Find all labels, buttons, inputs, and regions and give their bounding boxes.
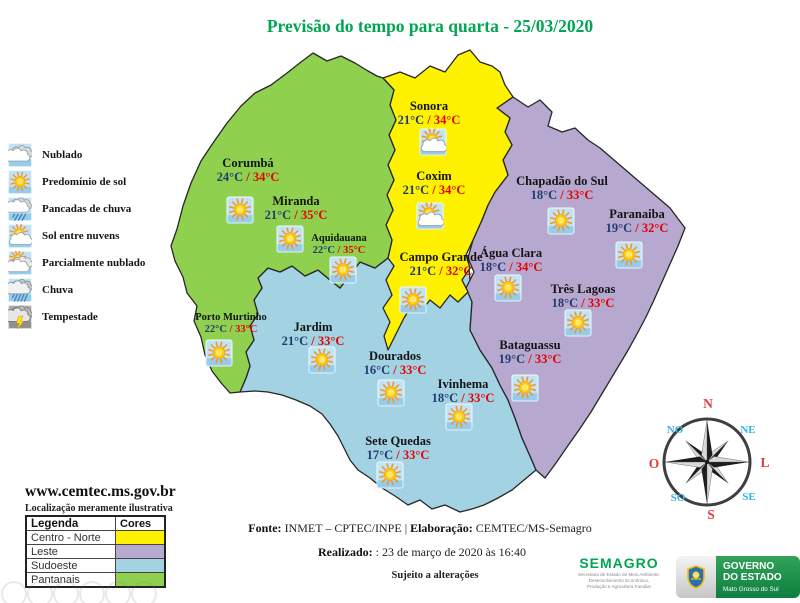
governo-do-estado-logo: GOVERNO DO ESTADO Mato Grosso do Sul xyxy=(676,556,800,598)
compass-label-o: O xyxy=(648,456,660,471)
watermark-circle xyxy=(79,581,105,603)
region-color-swatch xyxy=(115,544,166,559)
location-disclaimer: Localização meramente ilustrativa xyxy=(25,503,173,514)
compass-label-se: SE xyxy=(742,491,756,503)
source-value: INMET – CPTEC/INPE xyxy=(284,521,402,535)
clouds-icon xyxy=(4,143,34,167)
region-row: Centro - Norte xyxy=(25,530,166,545)
gov-line2: DO ESTADO xyxy=(723,572,782,583)
region-row: Leste xyxy=(25,544,166,559)
compass-label-s: S xyxy=(707,507,715,522)
legend-item: Parcialmente nublado xyxy=(4,249,198,275)
watermark-circle xyxy=(105,581,131,603)
watermark-circle xyxy=(53,581,79,603)
semagro-subtitle: Secretaria de Estado de Meio Ambiente, De… xyxy=(577,572,661,589)
storm-icon xyxy=(3,305,33,330)
legend-item: Sol entre nuvens xyxy=(7,223,198,248)
source-line: Fonte: INMET – CPTEC/INPE | Elaboração: … xyxy=(248,521,592,536)
page-title: Previsão do tempo para quarta - 25/03/20… xyxy=(266,16,594,36)
legend-item-label: Chuva xyxy=(42,284,74,296)
gov-line3: Mato Grosso do Sul xyxy=(723,586,779,593)
region-table-body: Centro - Norte Leste Sudoeste Pantanais xyxy=(25,530,166,588)
legend-item-label: Parcialmente nublado xyxy=(42,257,146,269)
elaboration-label: Elaboração: xyxy=(410,521,473,535)
compass-label-n: N xyxy=(703,396,713,411)
state-coat-of-arms-icon xyxy=(676,556,716,598)
region-color-swatch xyxy=(115,530,166,545)
semagro-logo: SEMAGRO Secretaria de Estado de Meio Amb… xyxy=(566,556,672,590)
website-url[interactable]: www.cemtec.ms.gov.br xyxy=(25,483,176,500)
elaboration-value: CEMTEC/MS-Semagro xyxy=(475,521,592,535)
legend-item: Predomínio de sol xyxy=(7,170,198,194)
source-label: Fonte: xyxy=(248,521,282,535)
compass-label-ne: NE xyxy=(740,424,756,436)
semagro-name: SEMAGRO xyxy=(579,555,659,571)
made-value: : 23 de março de 2020 às 16:40 xyxy=(375,545,526,559)
compass-rose: N NO NE O L SO SE S xyxy=(645,392,777,528)
compass-label-so: SO xyxy=(670,492,686,504)
map-region-pantanais xyxy=(170,52,397,394)
compass-label-no: NO xyxy=(666,424,684,436)
made-line: Realizado: : 23 de março de 2020 às 16:4… xyxy=(318,545,526,560)
made-label: Realizado: xyxy=(318,545,373,559)
legend-item: Nublado xyxy=(4,143,198,167)
table-header-cores: Cores xyxy=(115,515,166,531)
sun-cloud-icon xyxy=(7,223,33,248)
legend-item: Tempestade xyxy=(3,305,198,330)
compass-label-l: L xyxy=(760,455,770,470)
compass-star xyxy=(662,417,752,507)
region-label: Sudoeste xyxy=(25,558,116,573)
watermark-circle xyxy=(131,581,157,603)
rain-icon xyxy=(4,278,33,302)
partly-cloudy-icon xyxy=(4,249,34,275)
legend-item-label: Tempestade xyxy=(42,311,98,323)
source-divider: | xyxy=(404,521,408,535)
watermark-circle xyxy=(27,581,53,603)
legend-panel: Nublado Predomínio de sol Pancadas de chuv… xyxy=(3,143,198,332)
table-header-legenda: Legenda xyxy=(25,515,116,531)
legend-item-label: Nublado xyxy=(42,149,83,161)
legend-item: Chuva xyxy=(4,278,198,302)
region-row: Sudoeste xyxy=(25,558,166,573)
legend-item-label: Sol entre nuvens xyxy=(42,230,120,242)
gov-line1: GOVERNO xyxy=(723,561,775,572)
region-color-table: Legenda Cores Centro - Norte Leste Sudoest… xyxy=(25,515,166,588)
legend-item: Pancadas de chuva xyxy=(4,197,198,221)
region-label: Leste xyxy=(25,544,116,559)
disclaimer-line: Sujeito a alterações xyxy=(391,570,479,581)
legend-item-label: Predomínio de sol xyxy=(42,176,127,188)
region-label: Centro - Norte xyxy=(25,530,116,545)
sun-icon xyxy=(7,170,32,194)
legend-item-label: Pancadas de chuva xyxy=(42,203,132,215)
region-color-swatch xyxy=(115,558,166,573)
rain-shower-icon xyxy=(4,197,32,221)
watermark-circle xyxy=(1,581,27,603)
